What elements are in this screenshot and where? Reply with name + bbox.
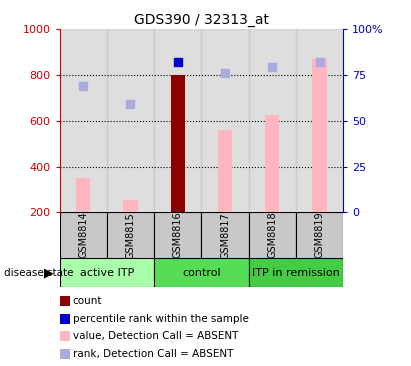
Bar <box>265 115 279 212</box>
Bar <box>154 212 201 258</box>
Text: count: count <box>73 296 102 306</box>
Text: percentile rank within the sample: percentile rank within the sample <box>73 314 249 324</box>
Point <box>80 83 86 89</box>
Bar <box>296 29 343 212</box>
Bar <box>60 258 154 287</box>
Text: ▶: ▶ <box>44 267 54 280</box>
Bar <box>107 212 154 258</box>
Bar <box>249 258 343 287</box>
Point <box>174 59 181 65</box>
Bar <box>296 212 343 258</box>
Text: rank, Detection Call = ABSENT: rank, Detection Call = ABSENT <box>73 349 233 359</box>
Bar <box>154 258 249 287</box>
Bar <box>107 29 154 212</box>
Text: GSM8818: GSM8818 <box>267 212 277 258</box>
Text: GSM8819: GSM8819 <box>314 212 325 258</box>
Bar <box>76 178 90 212</box>
Text: GSM8814: GSM8814 <box>78 212 88 258</box>
Bar <box>154 29 201 212</box>
Text: value, Detection Call = ABSENT: value, Detection Call = ABSENT <box>73 331 238 341</box>
Text: GSM8817: GSM8817 <box>220 212 230 258</box>
Bar <box>201 29 249 212</box>
Bar <box>60 212 107 258</box>
Text: GSM8815: GSM8815 <box>125 212 136 258</box>
Bar <box>201 212 249 258</box>
Bar <box>312 59 327 212</box>
Point <box>269 64 275 70</box>
Bar <box>249 29 296 212</box>
Bar <box>171 75 185 212</box>
Bar <box>171 75 185 212</box>
Point <box>316 59 323 65</box>
Bar <box>218 130 232 212</box>
Text: GSM8816: GSM8816 <box>173 212 183 258</box>
Point <box>127 101 134 107</box>
Bar <box>60 29 107 212</box>
Bar <box>249 212 296 258</box>
Point <box>222 70 229 76</box>
Text: disease state: disease state <box>4 268 74 279</box>
Text: active ITP: active ITP <box>80 268 134 278</box>
Text: ITP in remission: ITP in remission <box>252 268 340 278</box>
Bar <box>123 200 138 212</box>
Title: GDS390 / 32313_at: GDS390 / 32313_at <box>134 13 269 27</box>
Text: control: control <box>182 268 221 278</box>
